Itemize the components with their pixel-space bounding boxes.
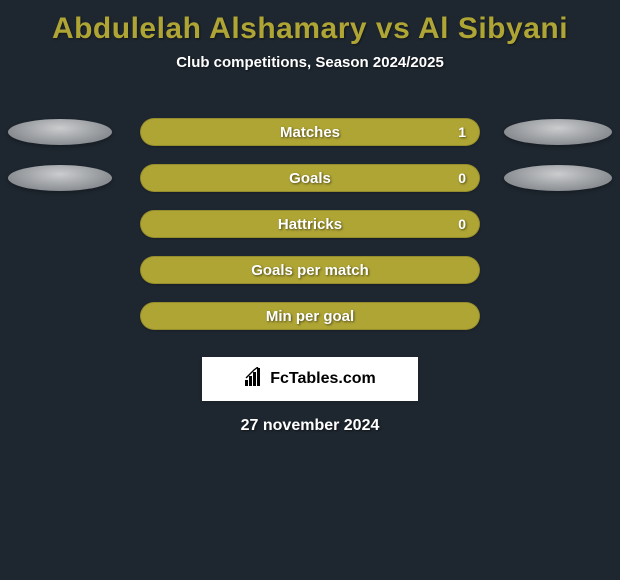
stat-label: Min per goal [266,308,354,325]
stat-label: Goals [289,170,331,187]
stat-label: Hattricks [278,216,342,233]
stat-row: Goals 0 [0,155,620,201]
stat-bar: Matches 1 [140,118,480,146]
subtitle: Club competitions, Season 2024/2025 [0,54,620,71]
stats-card: Abdulelah Alshamary vs Al Sibyani Club c… [0,0,620,580]
ellipse-left [8,165,112,191]
ellipse-left [8,119,112,145]
stat-bar: Min per goal [140,302,480,330]
page-title: Abdulelah Alshamary vs Al Sibyani [0,0,620,46]
brand-text: FcTables.com [270,370,376,388]
stat-row: Matches 1 [0,109,620,155]
stat-value: 0 [458,170,466,186]
stat-row: Min per goal [0,293,620,339]
stat-bar: Goals 0 [140,164,480,192]
stat-value: 0 [458,216,466,232]
stat-value: 1 [458,124,466,140]
stat-label: Goals per match [251,262,369,279]
ellipse-right [504,119,612,145]
stat-bar: Hattricks 0 [140,210,480,238]
stat-row: Hattricks 0 [0,201,620,247]
stat-row: Goals per match [0,247,620,293]
date-text: 27 november 2024 [0,417,620,435]
stat-label: Matches [280,124,340,141]
brand-box: FcTables.com [202,357,418,401]
stat-bar: Goals per match [140,256,480,284]
brand-icon [244,367,266,392]
ellipse-right [504,165,612,191]
stat-rows: Matches 1 Goals 0 Hattricks 0 Goals per match M… [0,109,620,339]
